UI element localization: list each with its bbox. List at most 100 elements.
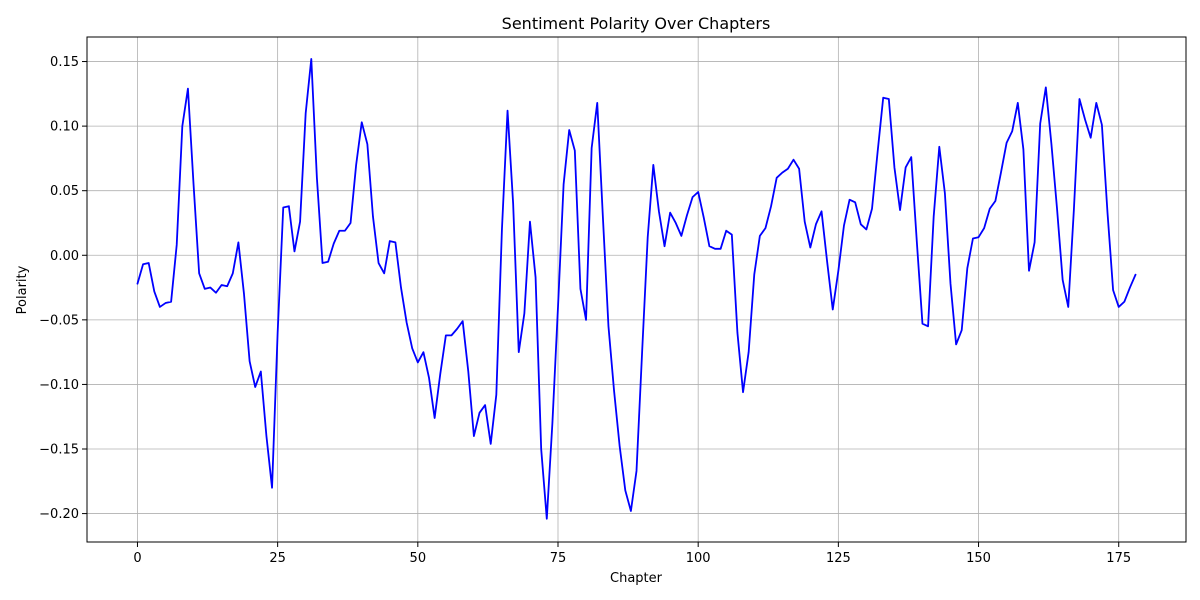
data-point bbox=[148, 262, 149, 263]
data-point bbox=[1000, 172, 1001, 173]
data-point bbox=[888, 98, 889, 99]
data-point bbox=[591, 147, 592, 148]
data-point bbox=[546, 518, 547, 519]
data-point bbox=[490, 443, 491, 444]
data-point bbox=[339, 230, 340, 231]
data-point bbox=[843, 225, 844, 226]
data-point bbox=[642, 352, 643, 353]
data-point bbox=[395, 242, 396, 243]
data-point bbox=[507, 110, 508, 111]
data-point bbox=[311, 58, 312, 59]
data-point bbox=[299, 221, 300, 222]
data-point bbox=[1040, 123, 1041, 124]
y-axis-title: Polarity bbox=[15, 265, 30, 314]
data-point bbox=[608, 326, 609, 327]
x-tick-label: 100 bbox=[686, 551, 711, 566]
data-point bbox=[1090, 137, 1091, 138]
data-point bbox=[720, 248, 721, 249]
data-point bbox=[406, 322, 407, 323]
data-point bbox=[967, 268, 968, 269]
y-tick-label: −0.15 bbox=[39, 443, 79, 458]
data-point bbox=[288, 206, 289, 207]
data-point bbox=[585, 319, 586, 320]
data-point bbox=[1006, 142, 1007, 143]
data-point bbox=[911, 157, 912, 158]
data-point bbox=[350, 222, 351, 223]
data-point bbox=[249, 361, 250, 362]
data-point bbox=[563, 184, 564, 185]
data-point bbox=[1068, 306, 1069, 307]
data-point bbox=[613, 390, 614, 391]
data-point bbox=[1062, 279, 1063, 280]
data-point bbox=[423, 352, 424, 353]
y-tick-label: −0.10 bbox=[39, 378, 79, 393]
data-point bbox=[440, 374, 441, 375]
data-point bbox=[922, 323, 923, 324]
x-tick-label: 25 bbox=[269, 551, 286, 566]
data-point bbox=[1028, 270, 1029, 271]
data-point bbox=[686, 215, 687, 216]
data-point bbox=[989, 208, 990, 209]
data-point bbox=[866, 229, 867, 230]
data-point bbox=[737, 332, 738, 333]
axis-ticks: 0 25 50 75 100 125 150 175 −0.20 −0.15 −0.10 −0.05 0… bbox=[39, 55, 1131, 566]
data-point bbox=[305, 113, 306, 114]
y-tick-label: −0.05 bbox=[39, 313, 79, 328]
plot-frame bbox=[86, 36, 1187, 543]
data-point bbox=[552, 423, 553, 424]
data-point bbox=[1045, 87, 1046, 88]
data-point bbox=[709, 246, 710, 247]
data-point bbox=[961, 330, 962, 331]
data-point bbox=[417, 362, 418, 363]
x-axis-title: Chapter bbox=[610, 571, 663, 586]
data-point bbox=[328, 261, 329, 262]
data-point bbox=[810, 247, 811, 248]
data-point bbox=[529, 221, 530, 222]
y-tick-label: −0.20 bbox=[39, 507, 79, 522]
data-point bbox=[171, 301, 172, 302]
data-point bbox=[518, 352, 519, 353]
data-point bbox=[827, 261, 828, 262]
data-point bbox=[479, 412, 480, 413]
data-point bbox=[703, 217, 704, 218]
data-point bbox=[832, 309, 833, 310]
data-point bbox=[899, 209, 900, 210]
data-point bbox=[277, 332, 278, 333]
data-point bbox=[670, 212, 671, 213]
data-point bbox=[501, 229, 502, 230]
data-point bbox=[984, 228, 985, 229]
data-point bbox=[995, 200, 996, 201]
data-point bbox=[748, 352, 749, 353]
x-tick-label: 0 bbox=[133, 551, 141, 566]
y-tick-label: 0.05 bbox=[50, 184, 79, 199]
data-point bbox=[630, 510, 631, 511]
data-point bbox=[944, 193, 945, 194]
data-point bbox=[804, 221, 805, 222]
data-point bbox=[333, 243, 334, 244]
data-point bbox=[451, 335, 452, 336]
data-point bbox=[182, 126, 183, 127]
data-point bbox=[468, 371, 469, 372]
data-point bbox=[636, 470, 637, 471]
data-point bbox=[821, 211, 822, 212]
data-point bbox=[221, 284, 222, 285]
data-point bbox=[883, 97, 884, 98]
data-point bbox=[243, 293, 244, 294]
data-point bbox=[541, 448, 542, 449]
data-point bbox=[271, 487, 272, 488]
data-point bbox=[176, 244, 177, 245]
data-point bbox=[1124, 301, 1125, 302]
data-point bbox=[524, 313, 525, 314]
data-point bbox=[154, 291, 155, 292]
data-point bbox=[1073, 209, 1074, 210]
y-tick-label: 0.15 bbox=[50, 55, 79, 70]
data-point bbox=[159, 306, 160, 307]
data-point bbox=[535, 277, 536, 278]
data-point bbox=[1017, 102, 1018, 103]
data-point bbox=[894, 167, 895, 168]
data-point bbox=[165, 302, 166, 303]
y-tick-label: 0.10 bbox=[50, 120, 79, 135]
data-point bbox=[316, 177, 317, 178]
